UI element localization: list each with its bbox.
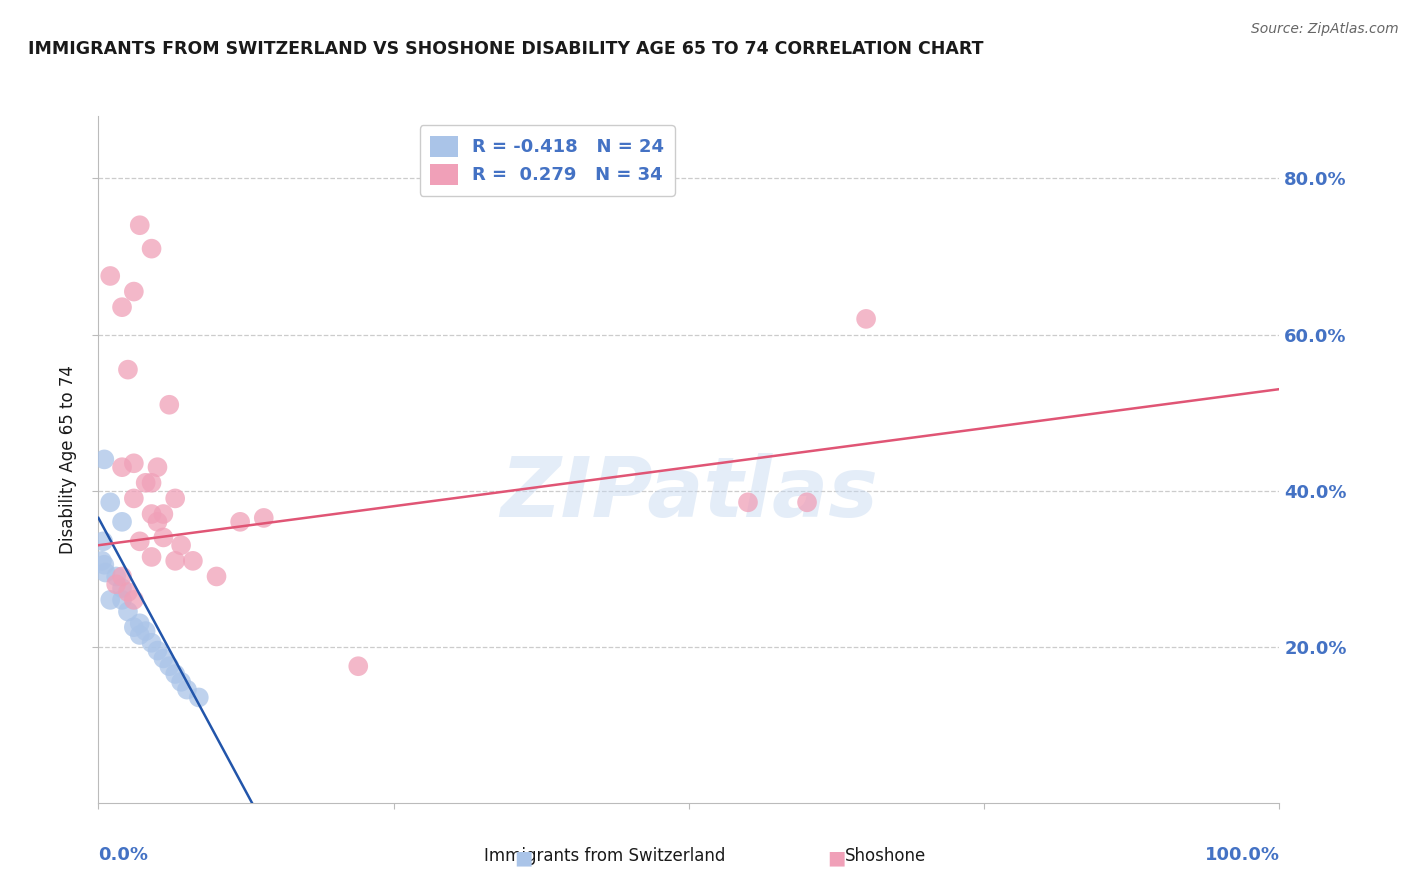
Point <box>152 507 174 521</box>
Point <box>93 452 115 467</box>
Point <box>105 569 128 583</box>
Point <box>135 475 157 490</box>
Text: ■: ■ <box>513 848 533 868</box>
Point <box>93 558 115 572</box>
Legend: R = -0.418   N = 24, R =  0.279   N = 34: R = -0.418 N = 24, R = 0.279 N = 34 <box>419 125 675 195</box>
Point <box>141 242 163 256</box>
Y-axis label: Disability Age 65 to 74: Disability Age 65 to 74 <box>59 365 77 554</box>
Point <box>141 636 163 650</box>
Point <box>347 659 370 673</box>
Point <box>128 219 150 233</box>
Text: ZIPatlas: ZIPatlas <box>501 453 877 534</box>
Point <box>157 398 180 412</box>
Text: 100.0%: 100.0% <box>1205 846 1279 863</box>
Point <box>855 312 877 326</box>
Point <box>98 268 121 283</box>
Point <box>146 460 169 475</box>
Point <box>165 554 187 568</box>
Point <box>91 534 114 549</box>
Point <box>128 628 150 642</box>
Text: IMMIGRANTS FROM SWITZERLAND VS SHOSHONE DISABILITY AGE 65 TO 74 CORRELATION CHAR: IMMIGRANTS FROM SWITZERLAND VS SHOSHONE … <box>28 40 984 58</box>
Point <box>122 491 145 506</box>
Point <box>98 592 121 607</box>
Point <box>111 300 134 314</box>
Point <box>98 495 121 509</box>
Point <box>170 538 193 552</box>
Text: 0.0%: 0.0% <box>98 846 149 863</box>
Text: ■: ■ <box>827 848 846 868</box>
Point <box>111 581 134 595</box>
Point <box>146 643 169 657</box>
Text: Shoshone: Shoshone <box>845 847 927 864</box>
Point <box>205 569 228 583</box>
Point <box>187 690 209 705</box>
Point <box>105 577 128 591</box>
Point <box>165 491 187 506</box>
Text: Source: ZipAtlas.com: Source: ZipAtlas.com <box>1251 22 1399 37</box>
Point <box>122 592 145 607</box>
Point <box>111 592 134 607</box>
Point <box>146 515 169 529</box>
Point <box>141 475 163 490</box>
Point <box>111 460 134 475</box>
Point <box>170 674 193 689</box>
Point <box>117 585 139 599</box>
Point <box>152 530 174 544</box>
Point <box>157 659 180 673</box>
Point <box>141 507 163 521</box>
Point <box>128 534 150 549</box>
Point <box>165 667 187 681</box>
Point <box>111 569 134 583</box>
Text: Immigrants from Switzerland: Immigrants from Switzerland <box>484 847 725 864</box>
Point <box>122 285 145 299</box>
Point <box>176 682 198 697</box>
Point <box>117 605 139 619</box>
Point <box>122 456 145 470</box>
Point <box>111 515 134 529</box>
Point <box>796 495 818 509</box>
Point <box>229 515 252 529</box>
Point <box>152 651 174 665</box>
Point <box>122 620 145 634</box>
Point <box>117 362 139 376</box>
Point <box>737 495 759 509</box>
Point <box>128 616 150 631</box>
Point <box>253 511 276 525</box>
Point <box>94 566 117 580</box>
Point <box>181 554 204 568</box>
Point <box>141 549 163 564</box>
Point <box>135 624 157 639</box>
Point <box>91 554 114 568</box>
